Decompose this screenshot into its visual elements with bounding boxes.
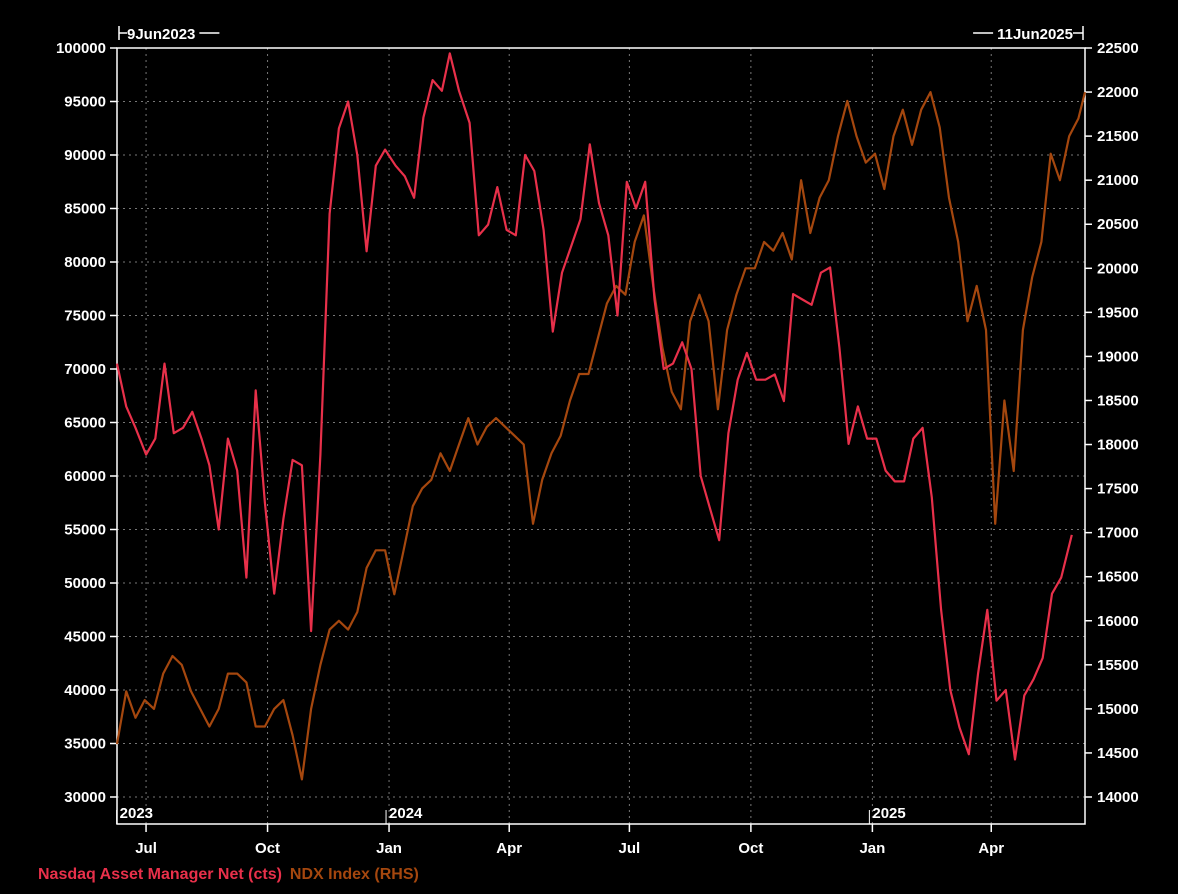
left-tick-label: 100000 xyxy=(56,40,106,57)
left-axis: 30000 35000 40000 45000 50000 55000 60000 65000… xyxy=(56,40,117,806)
left-tick-label: 95000 xyxy=(64,94,106,111)
end-date-label: 11Jun2025 xyxy=(997,26,1073,43)
x-axis: Jul Oct Jan Apr Jul Oct Jan Apr 2023 2024 2025 xyxy=(116,805,1004,857)
left-tick-label: 75000 xyxy=(64,308,106,325)
x-tick-label: Oct xyxy=(255,840,280,857)
right-tick-label: 15000 xyxy=(1097,701,1139,718)
plot-border xyxy=(116,47,1086,825)
x-tick-label: Oct xyxy=(738,840,763,857)
left-tick-label: 40000 xyxy=(64,682,106,699)
right-tick-label: 19500 xyxy=(1097,304,1139,321)
right-tick-label: 17500 xyxy=(1097,481,1139,498)
left-tick-label: 90000 xyxy=(64,147,106,164)
x-tick-label: Jul xyxy=(135,840,157,857)
right-tick-label: 21500 xyxy=(1097,128,1139,145)
right-tick-label: 18000 xyxy=(1097,437,1139,454)
right-tick-label: 20500 xyxy=(1097,216,1139,233)
grid-layer xyxy=(117,47,1085,824)
legend-series-1: Nasdaq Asset Manager Net (cts) xyxy=(38,866,282,883)
year-label: 2025 xyxy=(872,805,905,822)
legend-series-2: NDX Index (RHS) xyxy=(290,866,419,883)
left-tick-label: 85000 xyxy=(64,201,106,218)
start-date-label: 9Jun2023 xyxy=(127,26,195,43)
right-axis: 14000 14500 15000 15500 16000 16500 17000 17500… xyxy=(1085,40,1139,806)
series-layer xyxy=(115,52,1087,781)
right-tick-label: 17000 xyxy=(1097,525,1139,542)
left-tick-label: 30000 xyxy=(64,789,106,806)
x-tick-label: Apr xyxy=(978,840,1004,857)
series-line-1 xyxy=(115,52,1073,761)
left-tick-label: 80000 xyxy=(64,254,106,271)
left-tick-label: 65000 xyxy=(64,415,106,432)
right-tick-label: 19000 xyxy=(1097,348,1139,365)
right-tick-label: 14000 xyxy=(1097,789,1139,806)
right-tick-label: 18500 xyxy=(1097,392,1139,409)
right-tick-label: 22500 xyxy=(1097,40,1139,57)
right-tick-label: 16000 xyxy=(1097,613,1139,630)
year-label: 2023 xyxy=(120,805,153,822)
left-tick-label: 45000 xyxy=(64,629,106,646)
series-line-2 xyxy=(115,91,1087,781)
left-tick-label: 35000 xyxy=(64,736,106,753)
left-tick-label: 50000 xyxy=(64,575,106,592)
left-tick-label: 55000 xyxy=(64,522,106,539)
right-tick-label: 22000 xyxy=(1097,84,1139,101)
plot-frame xyxy=(116,47,1086,825)
year-label: 2024 xyxy=(389,805,423,822)
x-tick-label: Jan xyxy=(376,840,402,857)
right-tick-label: 21000 xyxy=(1097,172,1139,189)
left-tick-label: 70000 xyxy=(64,361,106,378)
date-range-header: 9Jun2023 11Jun2025 xyxy=(118,26,1084,43)
right-tick-label: 15500 xyxy=(1097,657,1139,674)
x-tick-label: Jan xyxy=(859,840,885,857)
right-tick-label: 20000 xyxy=(1097,260,1139,277)
legend: Nasdaq Asset Manager Net (cts) NDX Index… xyxy=(38,866,419,883)
x-tick-label: Apr xyxy=(496,840,522,857)
x-tick-label: Jul xyxy=(619,840,641,857)
right-tick-label: 16500 xyxy=(1097,569,1139,586)
right-tick-label: 14500 xyxy=(1097,745,1139,762)
left-tick-label: 60000 xyxy=(64,468,106,485)
